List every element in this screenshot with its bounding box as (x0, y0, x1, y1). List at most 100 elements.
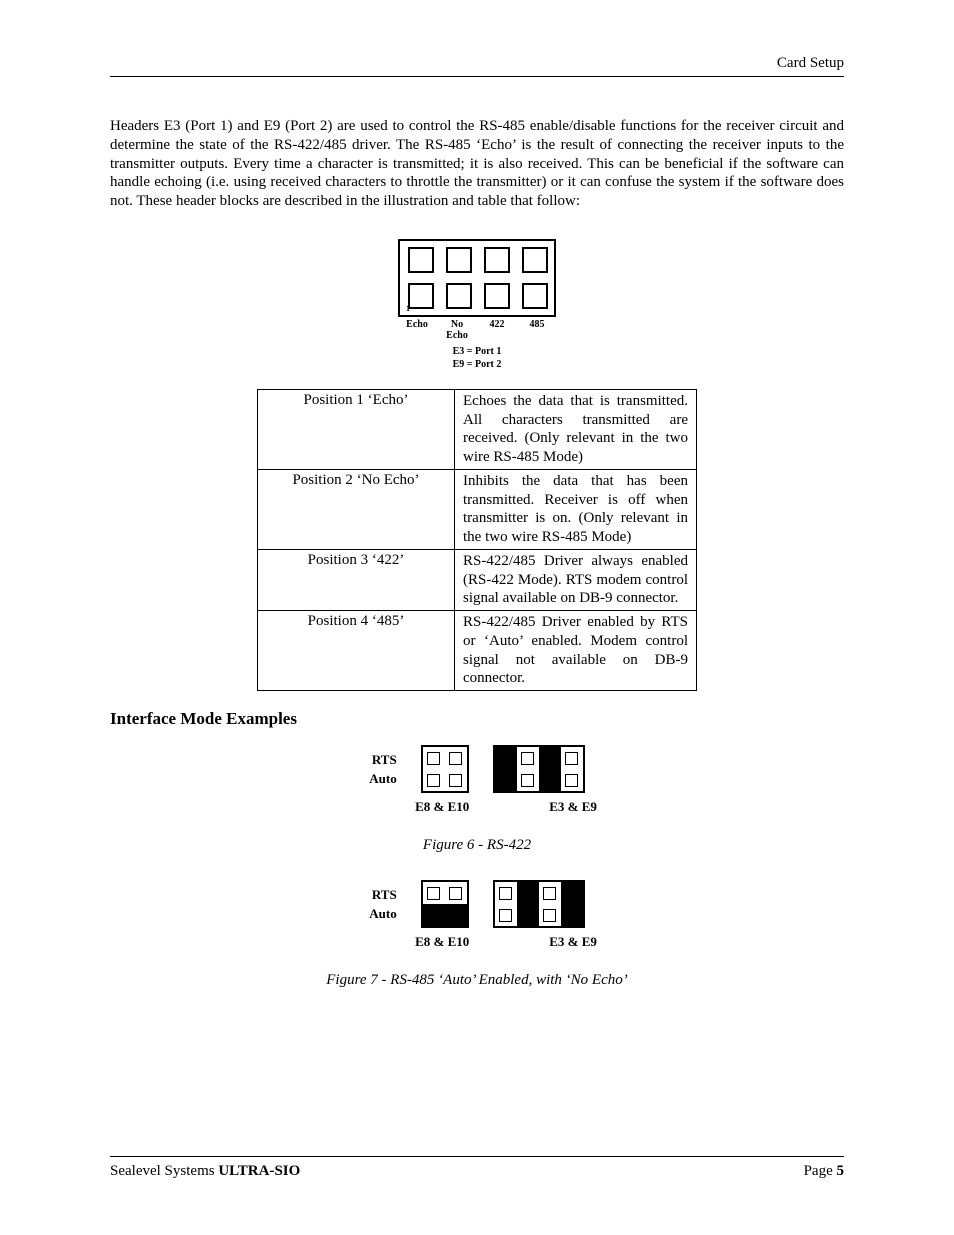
example-cell (561, 769, 583, 791)
example-block-labels: E8 & E10E3 & E9 (110, 934, 844, 950)
example-jumper-block (493, 745, 585, 793)
jumper-col-label: Echo (397, 319, 437, 341)
figure-caption: Figure 7 - RS-485 ‘Auto’ Enabled, with ‘… (110, 972, 844, 989)
example-cell-filled (539, 747, 561, 769)
example-cell (517, 769, 539, 791)
example-cell (495, 882, 517, 904)
example-cell-filled (495, 747, 517, 769)
jumper-pad (408, 283, 434, 309)
jumper-col-label: 485 (517, 319, 557, 341)
example-jumper-block (421, 745, 469, 793)
example-row: RTSAuto (369, 745, 584, 793)
intro-paragraph: Headers E3 (Port 1) and E9 (Port 2) are … (110, 117, 844, 211)
jumper-pad (446, 247, 472, 273)
example-cell (561, 904, 583, 926)
example-block-labels: E8 & E10 E3 & E9 (110, 799, 844, 815)
example-cell-open (565, 752, 578, 765)
example-row: RTSAuto (369, 880, 584, 928)
positions-table: Position 1 ‘Echo’Echoes the data that is… (257, 389, 697, 691)
example-cell (561, 882, 583, 904)
example-jumper-row (423, 882, 467, 904)
example-cell (423, 769, 445, 791)
section-heading: Interface Mode Examples (110, 709, 844, 729)
example-cell-open (565, 774, 578, 787)
table-row: Position 1 ‘Echo’Echoes the data that is… (258, 389, 697, 469)
jumper-pad (522, 283, 548, 309)
jumper-pad (522, 247, 548, 273)
example-cell (495, 747, 517, 769)
example-cell-filled (517, 904, 539, 926)
example-cell-filled (517, 882, 539, 904)
jumper-pad (484, 247, 510, 273)
example-cell-open (499, 887, 512, 900)
jumper-port-line: E3 = Port 1 (377, 345, 577, 358)
example-cell-open (449, 887, 462, 900)
example-cell (495, 769, 517, 791)
position-cell: Position 3 ‘422’ (258, 549, 455, 610)
example-cell-open (521, 774, 534, 787)
example-cell-open (543, 909, 556, 922)
jumper-port-line: E9 = Port 2 (377, 358, 577, 371)
example-cell (517, 747, 539, 769)
example-jumper-row (495, 904, 583, 926)
example-cell-open (499, 909, 512, 922)
example-cell-filled (495, 769, 517, 791)
example-jumper-row (495, 769, 583, 791)
examples: RTSAutoE8 & E10E3 & E9Figure 6 - RS-422R… (110, 745, 844, 989)
example-cell (539, 904, 561, 926)
example-row-labels: RTSAuto (369, 885, 396, 924)
page: Card Setup Headers E3 (Port 1) and E9 (P… (110, 55, 844, 1180)
example-cell (539, 769, 561, 791)
jumper-col-label: NoEcho (437, 319, 477, 341)
example-block-label: E3 & E9 (549, 799, 597, 815)
example-cell-filled (539, 769, 561, 791)
desc-cell: Inhibits the data that has been transmit… (455, 469, 697, 549)
example-cell-filled (561, 904, 583, 926)
example-cell (423, 882, 445, 904)
page-header: Card Setup (110, 55, 844, 72)
example-cell-open (427, 887, 440, 900)
example-figure: RTSAuto E8 & E10 E3 & E9 Figure 6 - RS-422 (110, 745, 844, 854)
example-block-label: E3 & E9 (549, 934, 597, 950)
example-jumper-row (495, 882, 583, 904)
example-cell (423, 747, 445, 769)
example-cell (539, 882, 561, 904)
desc-cell: Echoes the data that is transmitted. All… (455, 389, 697, 469)
example-jumper-row (423, 904, 467, 926)
table-row: Position 4 ‘485’RS-422/485 Driver enable… (258, 611, 697, 691)
example-cell (445, 882, 467, 904)
jumper-pad (484, 283, 510, 309)
jumper-pad (446, 283, 472, 309)
table-row: Position 2 ‘No Echo’Inhibits the data th… (258, 469, 697, 549)
example-cell (517, 882, 539, 904)
figure-caption: Figure 6 - RS-422 (110, 837, 844, 854)
desc-cell: RS-422/485 Driver enabled by RTS or ‘Aut… (455, 611, 697, 691)
footer-left: Sealevel Systems ULTRA-SIO (110, 1163, 300, 1180)
jumper-row (408, 247, 548, 273)
table-row: Position 3 ‘422’RS-422/485 Driver always… (258, 549, 697, 610)
example-figure: RTSAuto E8 & E10E3 & E9 Figure 7 - RS-485 … (110, 880, 844, 989)
example-cell-open (449, 774, 462, 787)
jumper-row (408, 283, 548, 309)
example-jumper-row (423, 769, 467, 791)
example-cell (561, 747, 583, 769)
jumper-port-labels: E3 = Port 1E9 = Port 2 (377, 345, 577, 371)
footer: Sealevel Systems ULTRA-SIO Page 5 (110, 1156, 844, 1180)
example-cell (445, 904, 467, 926)
jumper-frame: 1 (398, 239, 556, 317)
desc-cell: RS-422/485 Driver always enabled (RS-422… (455, 549, 697, 610)
footer-right: Page 5 (804, 1163, 844, 1180)
example-cell-open (521, 752, 534, 765)
example-cell (539, 747, 561, 769)
jumper-col-labels: EchoNoEcho422485 (377, 319, 577, 341)
jumper-figure: 1 EchoNoEcho422485 E3 = Port 1E9 = Port … (377, 239, 577, 371)
example-cell-open (427, 774, 440, 787)
example-jumper-row (495, 747, 583, 769)
example-cell-filled (445, 904, 467, 926)
pin1-label: 1 (406, 305, 410, 313)
position-cell: Position 1 ‘Echo’ (258, 389, 455, 469)
position-cell: Position 2 ‘No Echo’ (258, 469, 455, 549)
header-rule (110, 76, 844, 77)
example-cell-open (449, 752, 462, 765)
example-block-label: E8 & E10 (415, 799, 469, 815)
